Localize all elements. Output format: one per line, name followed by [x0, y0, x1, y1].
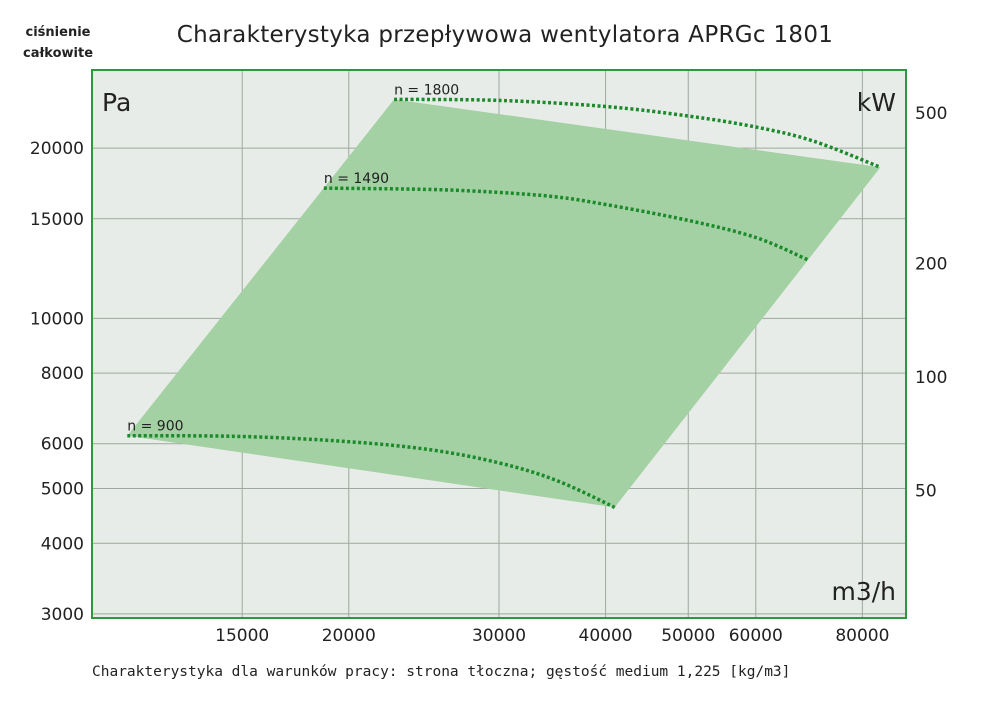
x-tick-label-30000: 30000 — [472, 626, 526, 646]
plot-border — [91, 69, 907, 619]
y-tick-label-15000: 15000 — [30, 210, 84, 230]
corner-label-line2: całkowite — [23, 46, 93, 61]
y-tick-label-3000: 3000 — [41, 605, 84, 625]
y-tick-label-4000: 4000 — [41, 534, 84, 554]
y-axis-unit-label: Pa — [102, 88, 131, 117]
operating-area — [127, 99, 881, 508]
x-tick-label-15000: 15000 — [215, 626, 269, 646]
footnote: Charakterystyka dla warunków pracy: stro… — [92, 664, 790, 680]
corner-label-line1: ciśnienie — [26, 25, 91, 40]
curves-layer: n = 1800 n = 1490 n = 900 — [127, 82, 882, 509]
x-tick-label-60000: 60000 — [729, 626, 783, 646]
x-tick-label-80000: 80000 — [835, 626, 889, 646]
operating-area-layer — [127, 99, 881, 508]
curve-n-1800 — [394, 97, 882, 169]
y2-tick-label-100: 100 — [915, 368, 947, 388]
curve-label-n-900: n = 900 — [127, 419, 183, 435]
x-tick-label-50000: 50000 — [661, 626, 715, 646]
curve-label-n-1800: n = 1800 — [394, 82, 459, 98]
x-tick-label-20000: 20000 — [322, 626, 376, 646]
y2-tick-label-50: 50 — [915, 482, 937, 502]
curve-label-n-1490: n = 1490 — [324, 171, 389, 187]
y2-tick-label-200: 200 — [915, 254, 947, 274]
y2-tick-label-500: 500 — [915, 104, 947, 124]
y-tick-label-8000: 8000 — [41, 364, 84, 384]
y-tick-label-5000: 5000 — [41, 479, 84, 499]
y2-axis-unit-label: kW — [857, 88, 896, 117]
y-tick-label-20000: 20000 — [30, 139, 84, 159]
x-tick-label-40000: 40000 — [579, 626, 633, 646]
y-tick-label-6000: 6000 — [41, 435, 84, 455]
x-axis-unit-label: m3/h — [831, 577, 896, 606]
curve-n-900 — [127, 433, 616, 509]
y-tick-label-10000: 10000 — [30, 309, 84, 329]
curve-n-1490 — [323, 186, 809, 262]
tick-labels-layer: 15000 20000 30000 40000 50000 60000 80000 3000 4… — [30, 104, 948, 646]
chart-title: Charakterystyka przepływowa wentylatora … — [177, 22, 833, 48]
